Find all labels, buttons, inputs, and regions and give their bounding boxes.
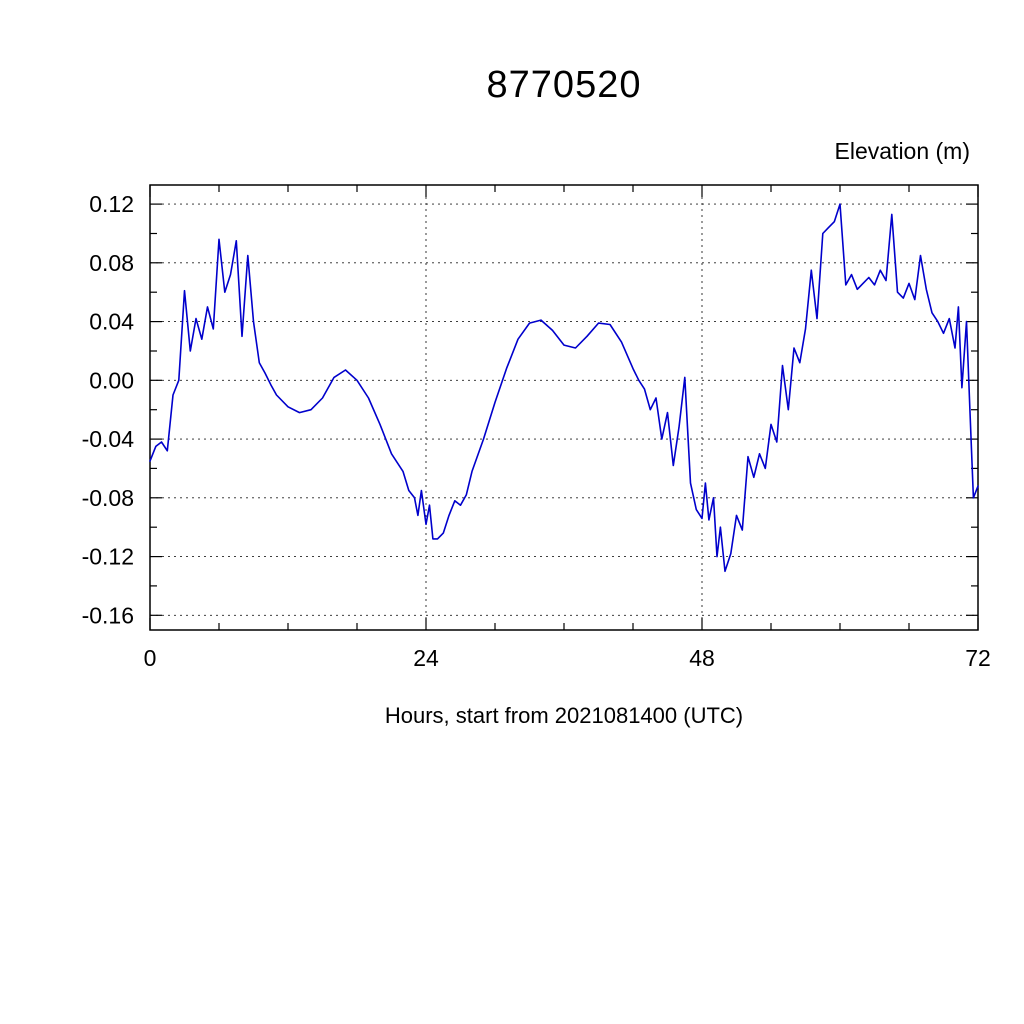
y-axis-title: Elevation (m) <box>834 138 970 164</box>
plot-frame <box>149 184 979 631</box>
y-tick-label: -0.08 <box>82 485 134 511</box>
y-tick-label: 0.12 <box>89 191 134 217</box>
x-tick-label: 48 <box>689 645 715 671</box>
x-tick-label: 72 <box>965 645 991 671</box>
y-tick-label: -0.12 <box>82 544 134 570</box>
y-tick-label: -0.04 <box>82 426 135 452</box>
x-axis-title: Hours, start from 2021081400 (UTC) <box>384 703 744 728</box>
x-tick-label: 24 <box>413 645 439 671</box>
y-tick-label: 0.08 <box>89 250 134 276</box>
y-tick-label: 0.04 <box>89 309 134 335</box>
y-tick-label: 0.00 <box>89 367 134 393</box>
page-title: 8770520 <box>486 64 642 106</box>
elevation-series-line <box>149 203 979 573</box>
x-tick-label: 0 <box>144 645 157 671</box>
y-tick-label: -0.16 <box>82 602 134 628</box>
